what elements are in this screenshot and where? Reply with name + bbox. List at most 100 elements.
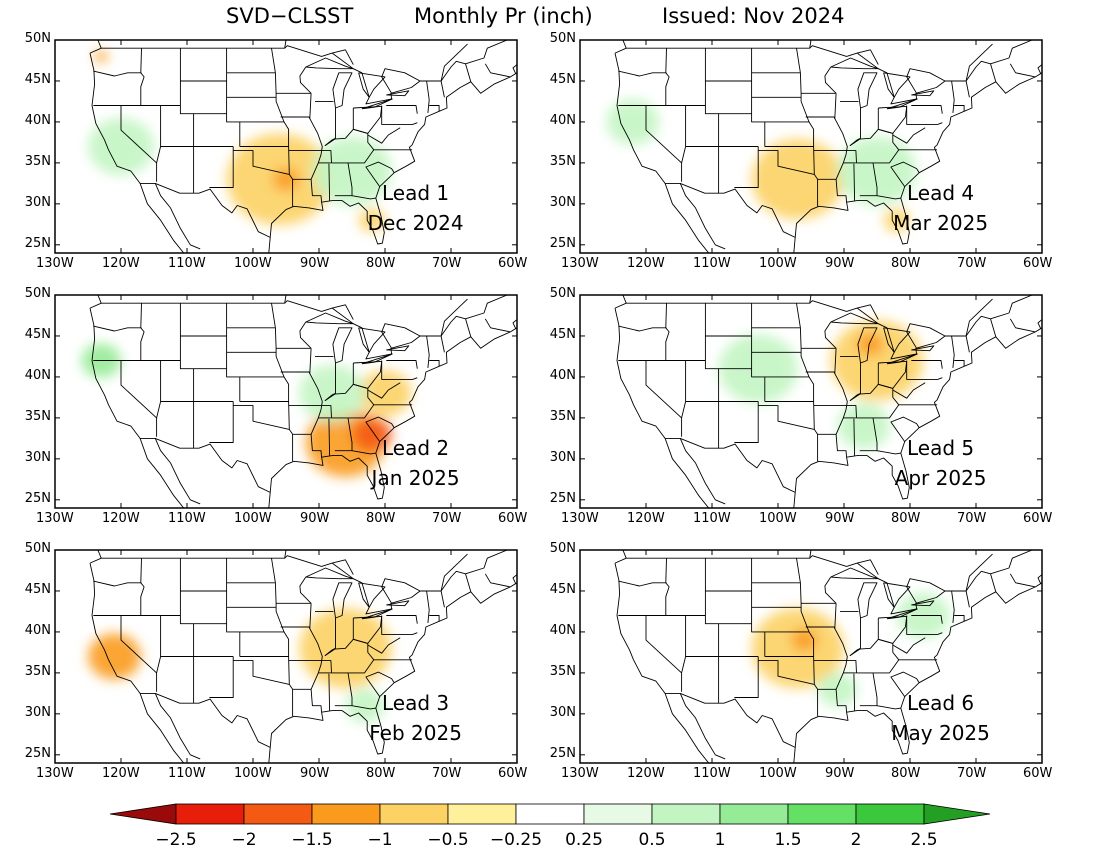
coastline bbox=[679, 183, 726, 250]
lead-number: Lead 5 bbox=[907, 436, 975, 461]
lead-month: Apr 2025 bbox=[894, 466, 987, 491]
state-border bbox=[140, 558, 145, 616]
state-border bbox=[645, 105, 682, 164]
state-border bbox=[334, 672, 353, 707]
colorbar-swatch bbox=[855, 803, 925, 825]
lat-label: 30N bbox=[24, 449, 51, 465]
lon-label: 70W bbox=[432, 256, 462, 271]
coastline bbox=[154, 693, 201, 760]
state-border bbox=[853, 673, 856, 711]
coastline bbox=[484, 63, 511, 78]
state-border bbox=[93, 70, 142, 77]
anomaly-region bbox=[358, 370, 412, 417]
lead-label: Lead 5 Apr 2025 bbox=[876, 433, 1006, 493]
coastline bbox=[440, 298, 468, 337]
state-border bbox=[824, 576, 837, 604]
lat-label: 35N bbox=[549, 408, 576, 424]
state-border bbox=[890, 671, 920, 697]
lon-label: 80W bbox=[366, 256, 396, 271]
lon-label: 90W bbox=[300, 511, 330, 526]
map-canvas bbox=[579, 549, 1043, 764]
colorbar-label: −0.25 bbox=[490, 830, 542, 850]
state-border bbox=[120, 105, 157, 164]
colorbar-low-arrow bbox=[109, 803, 177, 825]
state-border bbox=[665, 558, 670, 616]
map-frame bbox=[579, 39, 1043, 254]
coastline bbox=[622, 40, 627, 49]
state-border bbox=[309, 93, 323, 203]
state-border bbox=[796, 558, 819, 717]
state-border bbox=[876, 705, 901, 710]
state-border bbox=[156, 105, 162, 182]
state-border bbox=[93, 580, 142, 587]
state-border bbox=[906, 105, 943, 125]
map-canvas bbox=[54, 39, 518, 254]
state-border bbox=[751, 48, 766, 147]
state-border bbox=[892, 637, 926, 654]
lon-label: 100W bbox=[759, 766, 797, 781]
lon-label: 120W bbox=[627, 766, 665, 781]
lat-label: 25N bbox=[24, 235, 51, 251]
great-lake bbox=[305, 567, 354, 580]
state-border bbox=[367, 637, 401, 654]
great-lake bbox=[361, 353, 393, 365]
coastline bbox=[809, 550, 812, 559]
coastline bbox=[381, 578, 421, 604]
colorbar-swatch bbox=[311, 803, 381, 825]
coastline bbox=[440, 553, 468, 592]
anomaly-region bbox=[837, 136, 917, 206]
state-border bbox=[877, 106, 908, 134]
state-border bbox=[954, 105, 965, 112]
lat-label: 40N bbox=[24, 622, 51, 638]
lon-label: 130W bbox=[561, 256, 599, 271]
coastline bbox=[154, 438, 201, 505]
state-border bbox=[351, 450, 376, 455]
coastline bbox=[332, 49, 354, 65]
coastline bbox=[1009, 573, 1036, 588]
state-border bbox=[328, 673, 331, 711]
lon-label: 70W bbox=[957, 766, 987, 781]
state-border bbox=[911, 360, 943, 369]
colorbar-high-arrow bbox=[923, 803, 991, 825]
lead-number: Lead 1 bbox=[382, 181, 450, 206]
lat-label: 35N bbox=[24, 663, 51, 679]
lon-label: 70W bbox=[957, 511, 987, 526]
state-border bbox=[299, 576, 312, 604]
lat-label: 40N bbox=[549, 622, 576, 638]
lon-label: 100W bbox=[759, 256, 797, 271]
coastline bbox=[857, 304, 879, 320]
state-border bbox=[120, 615, 157, 674]
coastline bbox=[97, 550, 102, 559]
state-border bbox=[381, 105, 418, 125]
lon-label: 100W bbox=[234, 511, 272, 526]
lat-label: 35N bbox=[549, 663, 576, 679]
lon-label: 120W bbox=[102, 256, 140, 271]
great-lake bbox=[883, 327, 911, 353]
lon-label: 90W bbox=[825, 766, 855, 781]
variable-name: Monthly Pr (inch) bbox=[414, 4, 593, 28]
lat-label: 30N bbox=[24, 704, 51, 720]
coastline bbox=[1009, 63, 1036, 78]
state-border bbox=[233, 405, 290, 430]
lat-label: 25N bbox=[24, 490, 51, 506]
state-border bbox=[324, 638, 375, 661]
great-lake bbox=[358, 72, 386, 98]
lat-label: 30N bbox=[549, 194, 576, 210]
map-panel: 50N 45N 40N 35N 30N 25N 130W 120W 110W 100W 90W 80W… bbox=[525, 540, 1085, 795]
state-border bbox=[890, 416, 920, 442]
state-border bbox=[209, 146, 234, 188]
coastline bbox=[1037, 319, 1042, 329]
coastline bbox=[284, 40, 287, 49]
state-border bbox=[309, 603, 323, 713]
state-border bbox=[849, 638, 900, 661]
state-border bbox=[618, 325, 667, 332]
great-lake bbox=[830, 567, 879, 580]
lon-label: 110W bbox=[168, 766, 206, 781]
state-border bbox=[140, 48, 145, 106]
state-border bbox=[351, 195, 376, 200]
lat-label: 40N bbox=[549, 367, 576, 383]
coastline bbox=[995, 72, 1042, 94]
lon-label: 110W bbox=[168, 511, 206, 526]
colorbar-label: −2.5 bbox=[155, 830, 196, 850]
coastline bbox=[139, 183, 185, 253]
